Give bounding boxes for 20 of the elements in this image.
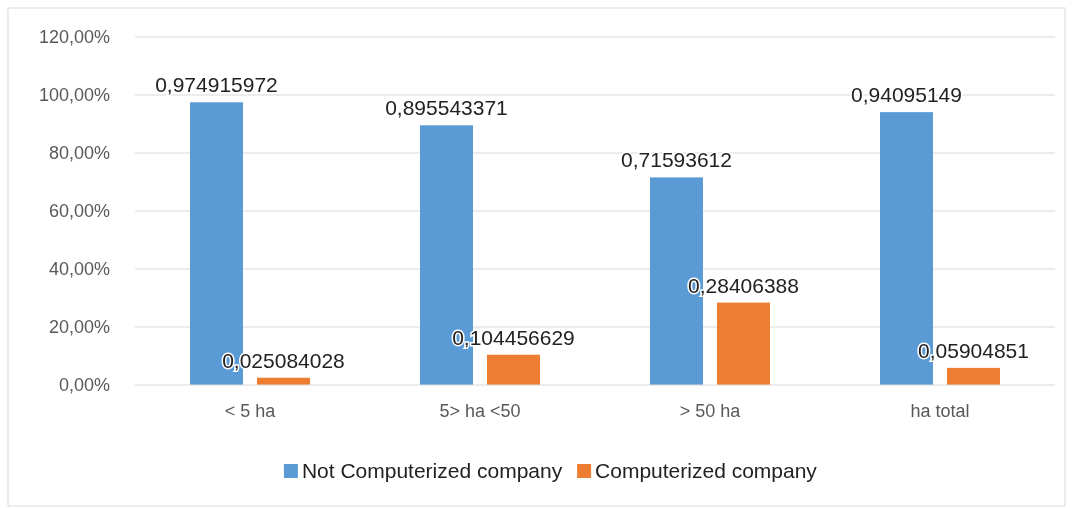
data-label: 0,71593612 (621, 148, 732, 172)
y-tick-label: 80,00% (48, 143, 110, 164)
y-tick-label: 100,00% (38, 85, 110, 106)
bar (717, 302, 770, 385)
x-tick-label: > 50 ha (679, 401, 742, 421)
y-tick-label: 20,00% (48, 317, 110, 338)
x-tick-label: 5> ha <50 (439, 401, 521, 421)
bar (487, 354, 540, 385)
data-label: 0,94095149 (851, 83, 962, 107)
y-tick-label: 40,00% (48, 259, 110, 280)
y-tick-label: 0,00% (58, 375, 110, 396)
data-label: 0,895543371 (385, 96, 508, 120)
bar (947, 367, 1000, 385)
data-label: 0,974915972 (155, 73, 278, 97)
y-tick-label: 60,00% (48, 201, 110, 222)
x-tick-label: ha total (910, 401, 970, 421)
legend-label: Computerized company (595, 459, 818, 483)
x-tick-label: < 5 ha (224, 401, 277, 421)
y-tick-label: 120,00% (38, 27, 110, 48)
legend-label: Not Computerized company (301, 459, 563, 483)
